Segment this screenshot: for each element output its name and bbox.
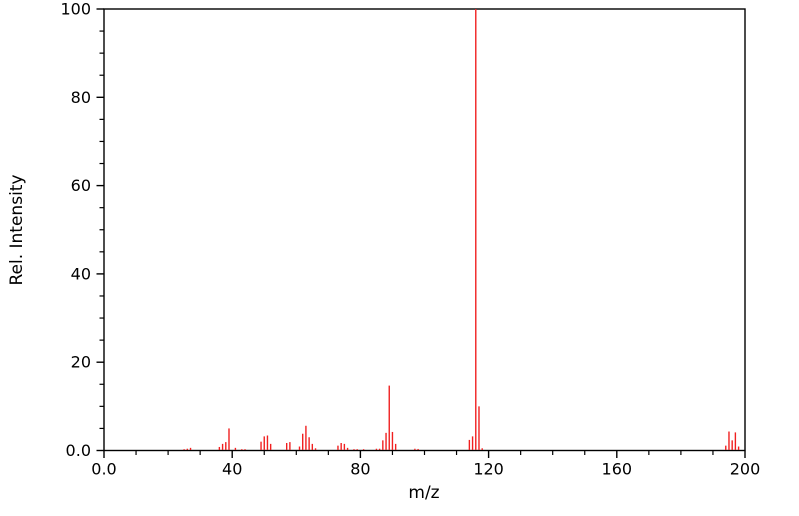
y-tick-label: 40: [71, 264, 91, 283]
x-tick-label: 0.0: [91, 460, 116, 479]
y-axis-tick-labels: 0.0 20 40 60 80 100: [60, 0, 91, 460]
plot-area: [103, 8, 746, 452]
y-axis-ticks: [96, 8, 104, 452]
y-tick-label: 0.0: [66, 441, 91, 460]
x-axis-ticks: [103, 450, 746, 458]
x-tick-label: 40: [222, 460, 242, 479]
y-tick-label: 100: [60, 0, 91, 19]
y-tick-label: 80: [71, 88, 91, 107]
x-tick-label: 80: [350, 460, 370, 479]
x-tick-label: 120: [473, 460, 504, 479]
x-tick-label: 200: [730, 460, 761, 479]
x-axis-label: m/z: [408, 483, 439, 503]
spectrum-peaks: [183, 9, 740, 450]
y-axis-label: Rel. Intensity: [7, 174, 27, 285]
x-axis-tick-labels: 0.0 40 80 120 160 200: [91, 460, 760, 479]
y-tick-label: 20: [71, 353, 91, 372]
x-tick-label: 160: [602, 460, 633, 479]
y-tick-label: 60: [71, 176, 91, 195]
